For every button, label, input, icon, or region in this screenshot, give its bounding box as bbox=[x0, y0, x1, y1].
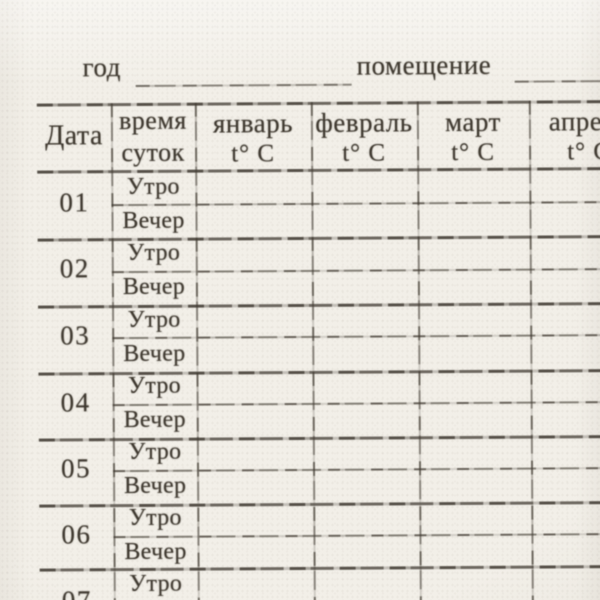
date-cell: 05 bbox=[60, 453, 92, 484]
date-cell: 06 bbox=[61, 519, 92, 550]
column-divider bbox=[528, 100, 534, 600]
morning-cell: Утро bbox=[129, 570, 183, 598]
header-unit-march: t° C bbox=[451, 138, 496, 167]
subrow-divider bbox=[113, 533, 600, 539]
morning-cell: Утро bbox=[127, 306, 181, 334]
year-blank-line bbox=[135, 83, 352, 87]
header-month-february: февраль bbox=[315, 107, 413, 138]
morning-cell: Утро bbox=[127, 239, 181, 267]
date-cell: 03 bbox=[60, 320, 91, 351]
header-bottom-border bbox=[37, 167, 600, 174]
header-month-april: апрель bbox=[548, 105, 600, 137]
evening-cell: Вечер bbox=[122, 207, 185, 235]
header-date: Дата bbox=[44, 120, 103, 152]
evening-cell: Вечер bbox=[123, 472, 187, 500]
evening-cell: Вечер bbox=[122, 273, 186, 301]
header-time-line2: суток bbox=[121, 137, 185, 168]
subrow-divider bbox=[111, 201, 600, 207]
morning-cell: Утро bbox=[128, 438, 182, 466]
morning-cell: Утро bbox=[127, 372, 182, 400]
header-time-line1: время bbox=[118, 105, 187, 136]
subrow-divider bbox=[113, 467, 600, 473]
room-blank-line bbox=[514, 80, 600, 83]
header-unit-february: t° C bbox=[342, 139, 387, 167]
morning-cell: Утро bbox=[126, 173, 180, 201]
morning-cell: Утро bbox=[128, 504, 182, 532]
year-label: год bbox=[82, 52, 122, 83]
column-divider bbox=[310, 101, 316, 600]
evening-cell: Вечер bbox=[123, 340, 186, 368]
evening-cell: Вечер bbox=[124, 538, 187, 566]
date-cell: 07 bbox=[40, 585, 114, 600]
column-divider bbox=[416, 101, 422, 600]
subrow-divider bbox=[112, 401, 600, 407]
header-unit-april: t° C bbox=[567, 138, 600, 166]
header-month-january: январь bbox=[212, 108, 294, 139]
room-label: помещение bbox=[356, 49, 492, 81]
evening-cell: Вечер bbox=[123, 406, 186, 434]
date-cell: 04 bbox=[60, 387, 91, 418]
header-month-march: март bbox=[444, 106, 501, 138]
row-divider bbox=[39, 565, 600, 572]
subrow-divider bbox=[111, 268, 600, 274]
header-unit-january: t° C bbox=[231, 140, 276, 168]
date-cell: 01 bbox=[59, 187, 90, 218]
subrow-divider bbox=[112, 334, 600, 340]
date-cell: 02 bbox=[59, 253, 90, 284]
